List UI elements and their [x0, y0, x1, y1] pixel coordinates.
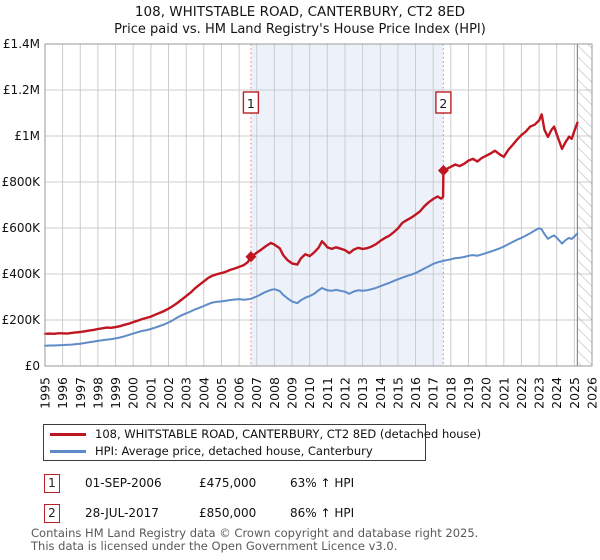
sale-1-label-box	[242, 91, 260, 114]
x-tick-label: 2008	[267, 377, 282, 409]
x-tick-label: 2014	[373, 377, 388, 409]
y-tick-label: £600K	[2, 221, 42, 235]
y-tick-label: £1.2M	[3, 83, 40, 97]
x-tick-label: 2026	[585, 377, 600, 409]
chart-legend: 108, WHITSTABLE ROAD, CANTERBURY, CT2 8E…	[43, 424, 481, 461]
x-tick-label: 2011	[320, 377, 335, 409]
future-hatch-region	[577, 44, 592, 366]
x-tick-label: 2003	[179, 377, 194, 409]
page-title: 108, WHITSTABLE ROAD, CANTERBURY, CT2 8E…	[134, 4, 466, 20]
transaction-2-date: 28-JUL-2017	[85, 506, 159, 520]
sale-1-point	[245, 251, 257, 263]
x-tick-label: 2018	[443, 377, 458, 409]
legend-item-hpi: HPI: Average price, detached house, Cant…	[50, 444, 425, 458]
x-tick-label: 2025	[567, 377, 582, 409]
x-tick-label: 1997	[73, 377, 88, 409]
series-hpi	[44, 227, 579, 347]
transaction-2-price: £850,000	[199, 506, 257, 520]
transaction-2-marker: 2	[44, 504, 60, 523]
x-tick-label: 1996	[55, 377, 70, 409]
legend-label-hpi: HPI: Average price, detached house, Cant…	[95, 444, 373, 458]
y-tick-label: £1M	[14, 129, 40, 143]
property-line-swatch	[50, 432, 86, 436]
transaction-2-vs-hpi: 86% ↑ HPI	[290, 506, 355, 520]
y-tick-label: £400K	[2, 267, 42, 281]
price-chart-svg: 1 2 £0 £200K £400K £600K £800K £1M £1.2M £1.4M 199…	[2, 37, 600, 409]
transaction-row-1: 1 01-SEP-2006 £475,000 63% ↑ HPI	[0, 474, 600, 494]
x-tick-label: 2004	[196, 377, 211, 409]
transaction-row-2: 2 28-JUL-2017 £850,000 86% ↑ HPI	[0, 504, 600, 524]
x-tick-label: 2007	[249, 377, 264, 409]
y-tick-label: £200K	[2, 313, 42, 327]
transaction-1-vs-hpi: 63% ↑ HPI	[290, 476, 355, 490]
x-tick-label: 2001	[143, 377, 158, 409]
x-tick-label: 2010	[302, 377, 317, 409]
sale-2-point	[437, 165, 449, 176]
price-chart: 1 2 £0 £200K £400K £600K £800K £1M £1.2M £1.4M 199…	[2, 37, 600, 409]
x-tick-label: 2020	[479, 377, 494, 409]
x-tick-label: 2022	[514, 377, 529, 409]
x-tick-label: 2017	[426, 377, 441, 409]
x-tick-label: 2002	[161, 377, 176, 409]
transaction-1-date: 01-SEP-2006	[85, 476, 162, 490]
x-tick-label: 2012	[338, 377, 353, 409]
x-tick-label: 2021	[496, 377, 511, 409]
y-tick-label: £800K	[2, 175, 42, 189]
x-tick-label: 2009	[285, 377, 300, 409]
x-tick-label: 1995	[38, 377, 53, 409]
between-sales-band	[250, 44, 444, 366]
x-tick-label: 2024	[549, 377, 564, 409]
x-tick-label: 2016	[408, 377, 423, 409]
x-tick-label: 1999	[108, 377, 123, 409]
license-footer: Contains HM Land Registry data © Crown c…	[31, 526, 591, 553]
sale-2-label: 2	[439, 96, 447, 111]
legend-item-property: 108, WHITSTABLE ROAD, CANTERBURY, CT2 8E…	[50, 427, 481, 441]
x-tick-label: 2015	[390, 377, 405, 409]
x-tick-label: 1998	[90, 377, 105, 409]
x-tick-label: 2019	[461, 377, 476, 409]
footer-line-1: Contains HM Land Registry data © Crown c…	[31, 526, 479, 540]
x-tick-label: 2005	[214, 377, 229, 409]
transaction-1-price: £475,000	[199, 476, 257, 490]
sale-1-label: 1	[247, 96, 255, 111]
footer-line-2: This data is licensed under the Open Gov…	[31, 538, 398, 553]
y-tick-label: £1.4M	[3, 37, 40, 51]
plot-border	[44, 43, 593, 367]
transaction-1-marker: 1	[44, 474, 60, 493]
x-tick-label: 2023	[532, 377, 547, 409]
x-tick-label: 2006	[232, 377, 247, 409]
series-property	[43, 113, 579, 335]
page-subtitle: Price paid vs. HM Land Registry's House …	[114, 22, 486, 37]
y-tick-label: £0	[25, 359, 40, 373]
hpi-line-swatch	[50, 449, 86, 453]
legend-label-property: 108, WHITSTABLE ROAD, CANTERBURY, CT2 8E…	[95, 427, 482, 441]
x-tick-label: 2000	[126, 377, 141, 409]
sale-2-label-box	[435, 91, 452, 114]
x-tick-label: 2013	[355, 377, 370, 409]
